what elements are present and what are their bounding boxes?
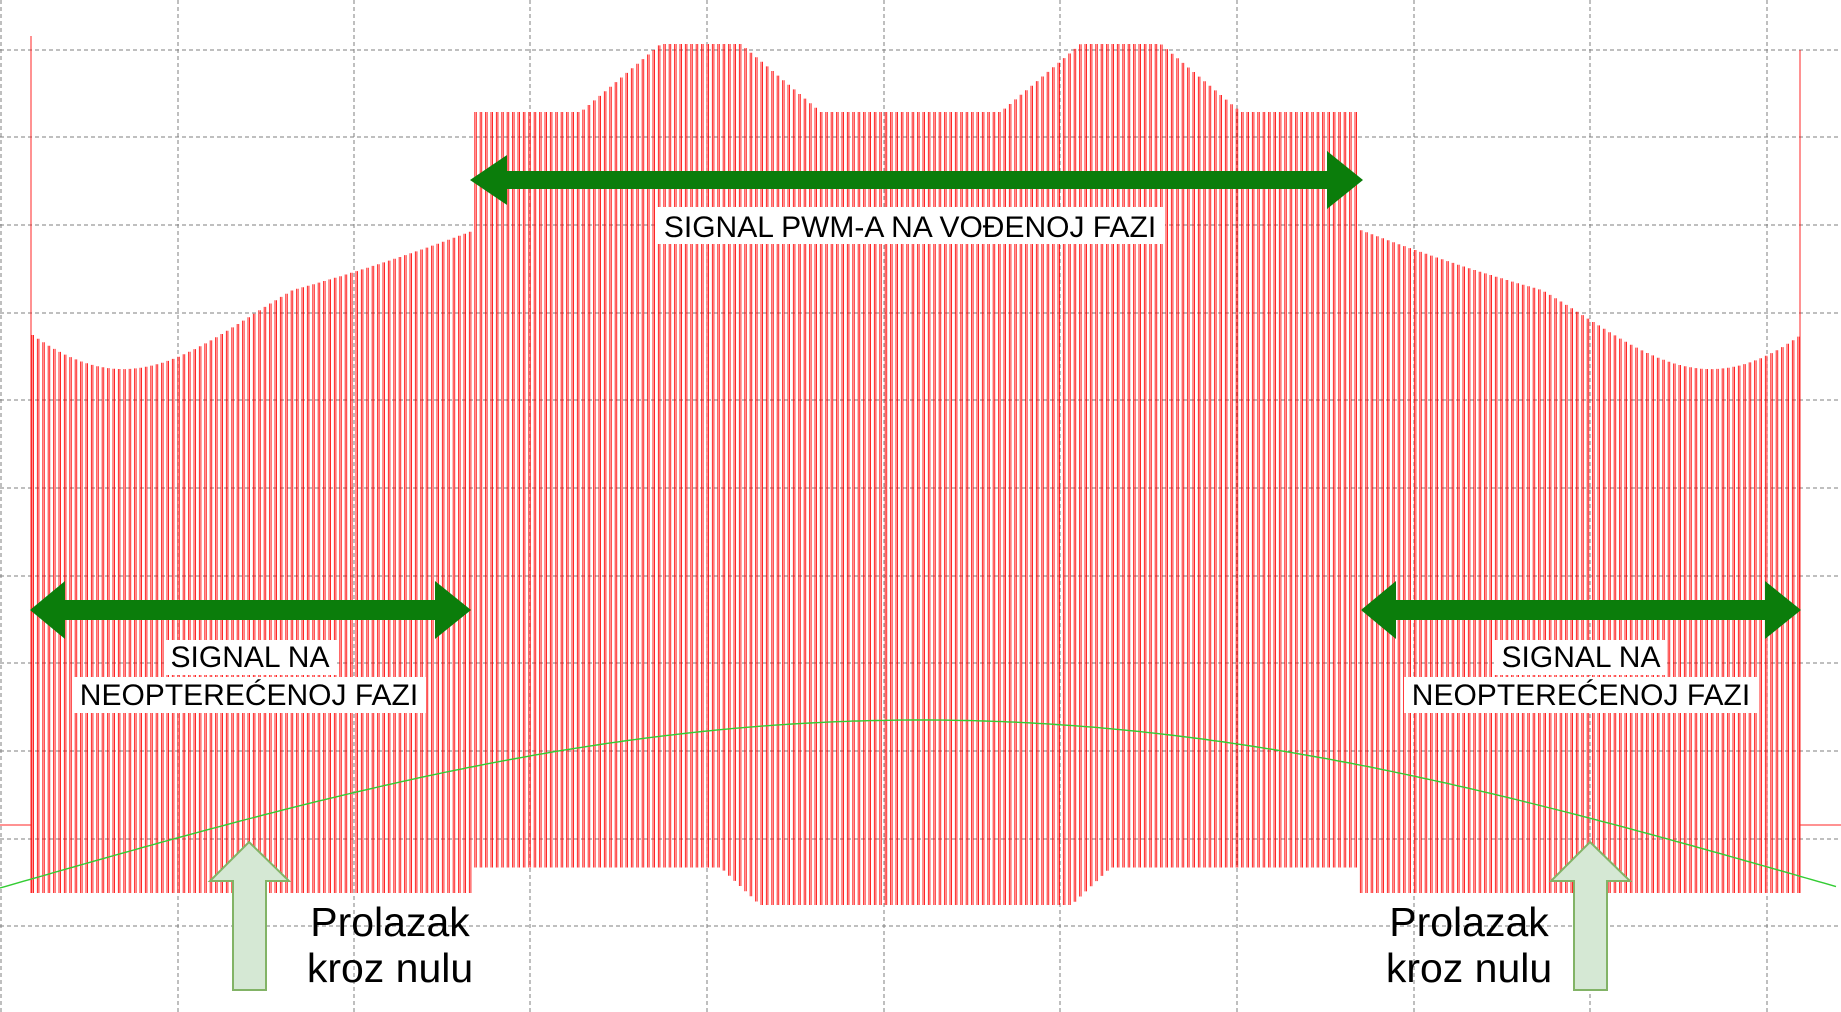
floating-right-label-line2: NEOPTEREĆENOJ FAZI [1412, 679, 1750, 712]
driven-phase-label: SIGNAL PWM-A NA VOĐENOJ FAZI [664, 211, 1156, 244]
floating-left-label-box [164, 640, 337, 675]
zero-crossing-right-label-line2: kroz nulu [1386, 945, 1552, 991]
floating-right-label-box-2 [1404, 677, 1758, 713]
zero-crossing-left-label-line2: kroz nulu [307, 945, 473, 991]
floating-phase-span-arrow-right [1361, 581, 1801, 639]
zero-crossing-left-label-line1: Prolazak [310, 899, 470, 945]
driven-phase-span-arrow [470, 151, 1363, 209]
zero-crossing-arrow-right [1548, 840, 1633, 991]
zero-crossing-arrow-left [207, 840, 292, 991]
floating-right-label-box [1494, 640, 1667, 675]
floating-phase-span-arrow-left [30, 581, 471, 639]
floating-left-label-box-2 [72, 677, 426, 713]
floating-left-label-line1: SIGNAL NA [171, 641, 330, 674]
floating-right-label-line1: SIGNAL NA [1502, 641, 1661, 674]
zero-crossing-right-label-line1: Prolazak [1389, 899, 1549, 945]
driven-label-box [655, 207, 1165, 244]
back-emf-trace [0, 719, 1837, 889]
floating-left-label-line2: NEOPTEREĆENOJ FAZI [80, 679, 418, 712]
